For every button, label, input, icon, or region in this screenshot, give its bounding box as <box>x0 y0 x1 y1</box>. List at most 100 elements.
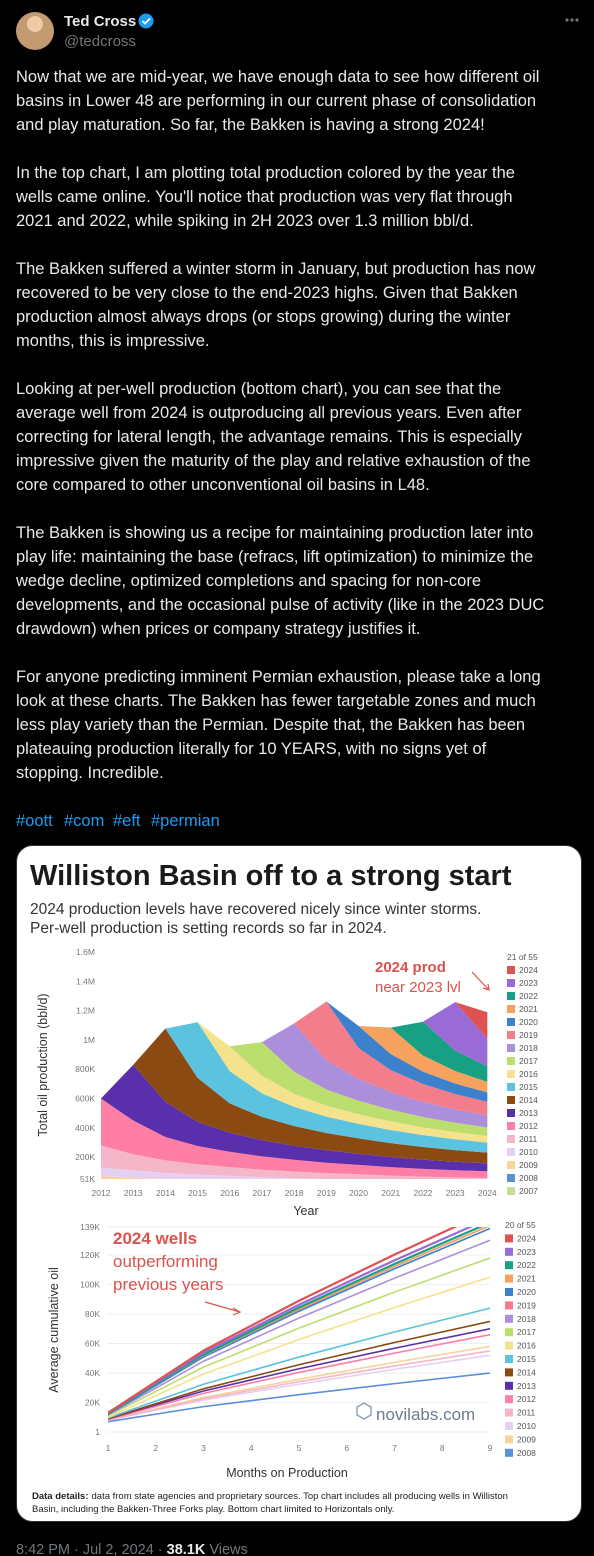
area-series <box>101 1001 488 1116</box>
legend-swatch <box>507 1135 515 1143</box>
image-subtitle: 2024 production levels have recovered ni… <box>30 901 481 918</box>
legend-swatch <box>507 1044 515 1052</box>
tweet-text-line: wedge decline, optimized completions and… <box>15 572 481 590</box>
annotation-arrow <box>204 1301 242 1316</box>
author-handle[interactable]: @tedcross <box>64 33 136 50</box>
hashtag[interactable]: #permian <box>151 812 220 830</box>
annotation: 2024 wells <box>113 1229 197 1248</box>
legend-swatch <box>505 1314 513 1323</box>
legend-label: 2016 <box>519 1069 538 1079</box>
legend-label: 2008 <box>517 1448 536 1458</box>
legend-label: 2008 <box>519 1173 538 1183</box>
legend-swatch <box>505 1422 513 1430</box>
legend-label: 2013 <box>517 1381 536 1391</box>
line-series <box>108 1257 490 1417</box>
tweet-text-line: wells came online. You'll notice that pr… <box>15 188 513 206</box>
legend-swatch <box>505 1408 513 1417</box>
legend-label: 2014 <box>519 1095 538 1105</box>
tweet-text-line: correcting for lateral length, the advan… <box>16 428 523 446</box>
details-text: data from state agencies and proprietary… <box>92 1491 508 1502</box>
x-tick-label: 2019 <box>317 1188 336 1198</box>
legend-swatch <box>505 1301 513 1310</box>
y-axis-title: Average cumulative oil <box>47 1267 61 1393</box>
more-menu[interactable] <box>565 18 579 22</box>
legend-swatch <box>505 1274 513 1283</box>
legend-swatch <box>507 1122 515 1130</box>
legend-swatch <box>505 1395 513 1404</box>
hashtag[interactable]: #oott <box>16 812 53 830</box>
legend-label: 2010 <box>517 1421 536 1431</box>
tweet-text-line: 2021 and 2022, while spiking in 2H 2023 … <box>16 212 474 230</box>
legend-label: 2022 <box>517 1260 536 1270</box>
hashtag[interactable]: #com <box>64 812 104 830</box>
area-series <box>101 1145 488 1179</box>
x-tick-label: 3 <box>201 1443 206 1453</box>
legend-label: 2011 <box>517 1408 536 1418</box>
views-label: Views <box>209 1542 247 1556</box>
line-series <box>108 1239 490 1416</box>
separator: · <box>158 1542 163 1556</box>
y-tick-label: 1.6M <box>76 947 95 957</box>
tweet-text-line: drawdown) when prices or company strateg… <box>16 620 420 638</box>
legend-label: 2017 <box>519 1056 538 1066</box>
x-tick-label: 7 <box>392 1443 397 1453</box>
area-series <box>101 1098 488 1178</box>
legend-swatch <box>505 1288 513 1296</box>
legend-swatch <box>507 979 515 987</box>
tweet-text-line: Looking at per-well production (bottom c… <box>16 380 501 398</box>
legend-label: 2007 <box>519 1186 538 1196</box>
legend-swatch <box>505 1261 513 1270</box>
tweet-text-line: stopping. Incredible. <box>16 764 164 782</box>
tweet-text-line: impressive given the maturity of the pla… <box>16 452 531 470</box>
legend-label: 2019 <box>517 1300 536 1310</box>
x-tick-label: 2024 <box>478 1188 497 1198</box>
annotation: previous years <box>113 1275 224 1294</box>
tweet-text-line: average well from 2024 is outproducing a… <box>16 404 522 422</box>
legend-label: 2011 <box>519 1134 538 1144</box>
legend-label: 2018 <box>519 1043 538 1053</box>
legend-label: 2024 <box>517 1233 536 1243</box>
area-series <box>101 1064 488 1172</box>
legend-swatch <box>505 1328 513 1337</box>
legend-swatch <box>507 992 515 1000</box>
line-series <box>108 1327 490 1420</box>
tweet-text-line: For anyone predicting imminent Permian e… <box>16 668 541 686</box>
legend-swatch <box>505 1381 513 1390</box>
y-tick-label: 20K <box>85 1398 100 1408</box>
legend-label: 2009 <box>517 1434 536 1444</box>
x-tick-label: 2015 <box>188 1188 207 1198</box>
details-label: Data details: <box>32 1491 89 1502</box>
post-date[interactable]: Jul 2, 2024 <box>83 1542 154 1556</box>
hashtag[interactable]: #eft <box>113 812 141 830</box>
y-tick-label: 600K <box>75 1094 95 1104</box>
area-series <box>101 1022 488 1128</box>
tweet-text-line: The Bakken is showing us a recipe for ma… <box>16 524 533 542</box>
line-series <box>108 1372 490 1423</box>
y-tick-label: 1.4M <box>76 976 95 986</box>
author-name[interactable]: Ted Cross <box>64 13 136 30</box>
legend-swatch <box>507 1005 515 1013</box>
legend-label: 2020 <box>519 1017 538 1027</box>
x-tick-label: 2022 <box>413 1188 432 1198</box>
legend-label: 2019 <box>519 1030 538 1040</box>
x-tick-label: 9 <box>488 1443 493 1453</box>
legend-swatch <box>507 1083 515 1091</box>
details: Data details: data from state agencies an… <box>32 1491 508 1502</box>
x-tick-label: 2018 <box>285 1188 304 1198</box>
y-tick-label: 1.2M <box>76 1006 95 1016</box>
legend-title: 21 of 55 <box>507 952 538 962</box>
legend-label: 2012 <box>519 1121 538 1131</box>
line-series <box>108 1227 458 1414</box>
line-series <box>108 1345 490 1421</box>
y-tick-label: 400K <box>75 1123 95 1133</box>
tweet-text-line: less play variety than the Permian. Desp… <box>16 716 525 734</box>
legend-swatch <box>507 1057 515 1065</box>
legend-swatch <box>505 1234 513 1243</box>
tweet-text-line: months, this is impressive. <box>16 332 209 350</box>
post-time[interactable]: 8:42 PM <box>16 1542 70 1556</box>
legend-swatch <box>507 1109 515 1117</box>
area-series <box>101 1001 488 1099</box>
image-card[interactable] <box>16 845 582 1522</box>
y-tick-label: 51K <box>80 1174 95 1184</box>
y-axis-title: Total oil production (bbl/d) <box>36 993 50 1136</box>
